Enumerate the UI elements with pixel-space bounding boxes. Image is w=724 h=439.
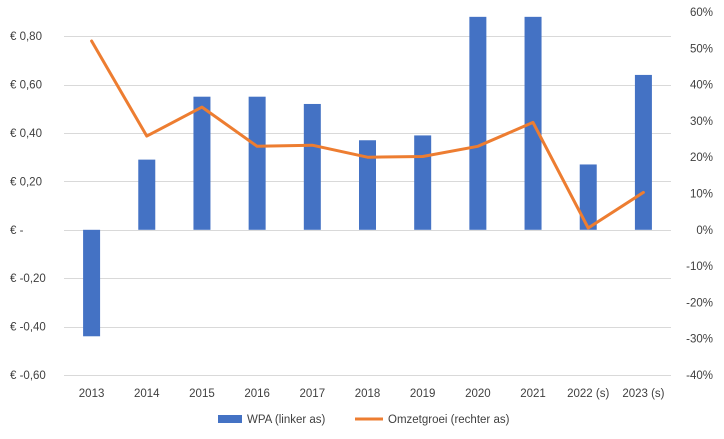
bar-2020 — [469, 16, 487, 230]
left-axis-tick-label: € 0,20 — [10, 176, 42, 188]
bar-2013 — [83, 229, 101, 337]
bar-2023-s — [634, 74, 652, 230]
legend: WPA (linker as) Omzetgroei (rechter as) — [218, 414, 510, 426]
left-axis-tick-label: € - — [10, 225, 24, 237]
bar-2015 — [193, 96, 211, 230]
bar-2016 — [248, 96, 266, 230]
x-axis-tick-labels: 2013 2014 2015 2016 2017 2018 2019 2020 2021 2022… — [79, 388, 665, 400]
gridlines — [64, 36, 671, 376]
left-axis-tick-label: € 0,80 — [10, 31, 42, 43]
left-axis-tick-label: € 0,60 — [10, 80, 42, 92]
left-axis-tick-label: € -0,40 — [10, 322, 46, 334]
right-axis-tick-label: 10% — [690, 189, 713, 201]
right-axis-tick-label: -40% — [686, 370, 713, 382]
bar-2017 — [303, 103, 321, 230]
x-axis-tick-label: 2021 — [520, 388, 546, 400]
left-axis-tick-label: € 0,40 — [10, 128, 42, 140]
bar-2014 — [138, 159, 156, 230]
x-axis-tick-label: 2017 — [300, 388, 326, 400]
x-axis-tick-label: 2020 — [465, 388, 491, 400]
right-axis-tick-label: 30% — [690, 116, 713, 128]
right-axis-tick-label: -10% — [686, 261, 713, 273]
x-axis-tick-label: 2015 — [189, 388, 215, 400]
x-axis-tick-label: 2013 — [79, 388, 105, 400]
wpa-bars — [83, 16, 652, 337]
right-axis-tick-label: 50% — [690, 43, 713, 55]
x-axis-tick-label: 2014 — [134, 388, 160, 400]
legend-label-wpa: WPA (linker as) — [247, 414, 326, 426]
x-axis-tick-label: 2016 — [244, 388, 270, 400]
right-axis-tick-label: 0% — [696, 225, 713, 237]
legend-label-omzetgroei: Omzetgroei (rechter as) — [388, 414, 510, 426]
right-axis-tick-label: 20% — [690, 152, 713, 164]
bar-2022-s — [579, 164, 597, 230]
right-axis-tick-labels: 60% 50% 40% 30% 20% 10% 0% -10% -20% -30% -40% — [686, 7, 713, 382]
omzetgroei-line — [90, 39, 645, 230]
x-axis-tick-label: 2022 (s) — [567, 388, 609, 400]
bar-2018 — [359, 140, 376, 230]
right-axis-tick-label: -30% — [686, 334, 713, 346]
left-axis-tick-label: € -0,60 — [10, 370, 46, 382]
right-axis-tick-label: 40% — [690, 80, 713, 92]
right-axis-tick-label: 60% — [690, 7, 713, 19]
x-axis-tick-label: 2019 — [410, 388, 436, 400]
left-axis-tick-labels: € 0,80 € 0,60 € 0,40 € 0,20 € - € -0,20 € -0,4… — [10, 31, 46, 382]
right-axis-tick-label: -20% — [686, 297, 713, 309]
legend-swatch-wpa — [218, 415, 242, 423]
left-axis-tick-label: € -0,20 — [10, 273, 46, 285]
omzetgroei-line-series — [90, 39, 645, 230]
bar-2019 — [414, 135, 432, 230]
x-axis-tick-label: 2023 (s) — [622, 388, 664, 400]
x-axis-tick-label: 2018 — [355, 388, 381, 400]
